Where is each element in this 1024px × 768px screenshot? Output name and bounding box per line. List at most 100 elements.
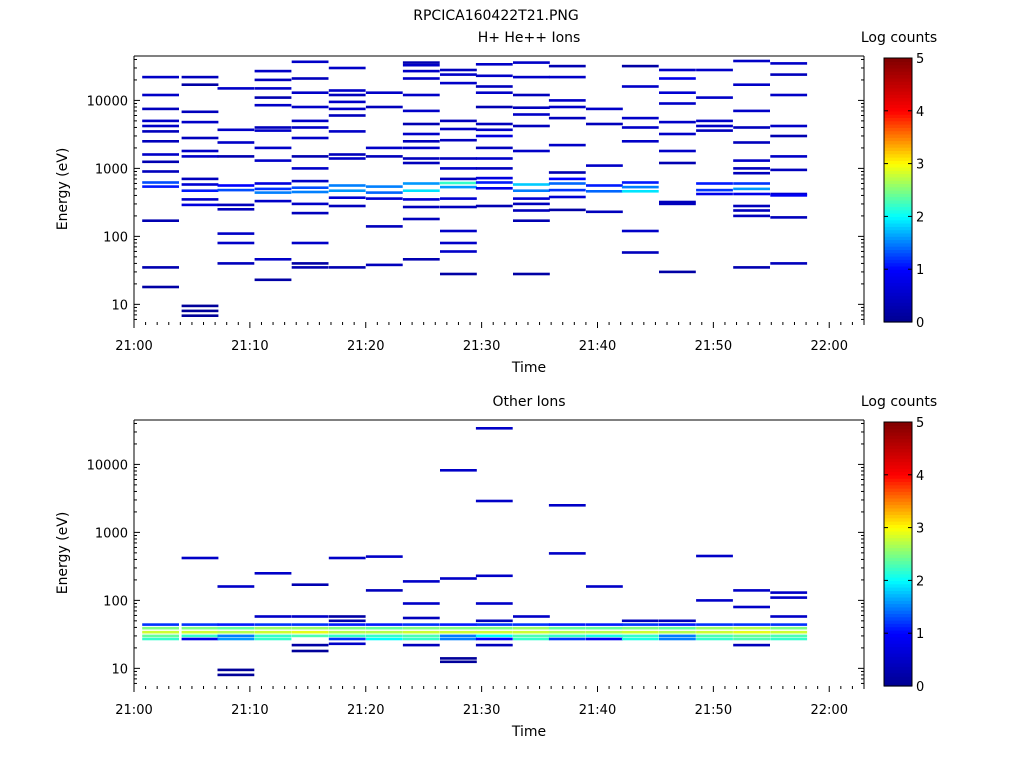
heatmap-cell: [217, 184, 255, 187]
heatmap-cell: [254, 630, 292, 634]
heatmap-cell: [142, 107, 179, 111]
colorbar-segment: [884, 223, 912, 227]
colorbar-tick-label: 0: [916, 680, 924, 695]
heatmap-cell: [475, 630, 513, 634]
heatmap-cell: [770, 134, 808, 138]
heatmap-cell: [586, 190, 623, 193]
y-tick-label: 100: [103, 230, 128, 245]
heatmap-cell: [402, 132, 440, 136]
heatmap-cell: [475, 128, 513, 132]
heatmap-cell: [254, 69, 292, 73]
heatmap-cell: [328, 619, 366, 623]
heatmap-cell: [328, 93, 366, 97]
panel-title: H+ He++ Ions: [478, 30, 581, 46]
heatmap-cell: [586, 626, 623, 630]
heatmap-cell: [365, 589, 403, 592]
heatmap-cell: [548, 182, 586, 185]
colorbar-segment: [884, 64, 912, 69]
x-tick-label: 21:50: [695, 339, 732, 354]
heatmap-cell: [475, 619, 513, 623]
heatmap-cell: [142, 623, 179, 626]
heatmap-cell: [142, 285, 179, 289]
colorbar-segment: [884, 567, 912, 572]
heatmap-cell: [254, 187, 292, 191]
heatmap-cell: [733, 126, 770, 129]
heatmap-cell: [217, 232, 255, 235]
heatmap-cell: [733, 634, 770, 638]
heatmap-cell: [254, 126, 292, 129]
heatmap-cell: [475, 167, 513, 170]
heatmap-cell: [548, 630, 586, 634]
heatmap-cell: [181, 83, 219, 86]
colorbar-segment: [884, 527, 912, 532]
heatmap-cell: [440, 119, 477, 123]
heatmap-cell: [291, 119, 329, 123]
heatmap-cell: [217, 188, 255, 192]
heatmap-cell: [217, 637, 255, 641]
heatmap-cell: [291, 211, 329, 215]
colorbar-segment: [884, 534, 912, 539]
colorbar-segment: [884, 272, 912, 277]
colorbar-segment: [884, 262, 912, 267]
colorbar-segment: [884, 428, 912, 433]
heatmap-cell: [770, 626, 808, 630]
heatmap-cell: [181, 198, 219, 201]
heatmap-cell: [291, 643, 329, 647]
colorbar-segment: [884, 140, 912, 145]
colorbar-segment: [884, 511, 912, 515]
colorbar-segment: [884, 206, 912, 211]
x-ticks: [133, 322, 865, 328]
heatmap-cell: [365, 555, 403, 558]
heatmap-cell: [181, 75, 219, 79]
heatmap-cell: [402, 161, 440, 165]
heatmap-cell: [365, 105, 403, 109]
heatmap-cell: [475, 105, 513, 109]
colorbar-segment: [884, 590, 912, 595]
colorbar-tick-label: 2: [916, 574, 924, 589]
heatmap-cell: [217, 141, 255, 144]
heatmap-cell: [365, 146, 403, 150]
heatmap-cell: [475, 122, 513, 126]
colorbar-segment: [884, 653, 912, 657]
heatmap-cell: [142, 124, 179, 128]
colorbar-segment: [884, 524, 912, 529]
heatmap-cell: [659, 619, 696, 623]
heatmap-cell: [770, 262, 808, 265]
colorbar-segment: [884, 94, 912, 99]
heatmap-cell: [254, 87, 292, 90]
heatmap-cell: [291, 623, 329, 626]
colorbar-segment: [884, 616, 912, 621]
heatmap-cell: [548, 552, 586, 555]
colorbar-segment: [884, 236, 912, 241]
heatmap-cell: [475, 643, 513, 647]
heatmap-cell: [733, 637, 770, 641]
heatmap-cell: [513, 202, 550, 206]
colorbar-segment: [884, 289, 912, 293]
y-tick-label: 100: [103, 594, 128, 609]
colorbar-segment: [884, 252, 912, 257]
heatmap-cell: [365, 623, 403, 626]
heatmap-cell: [770, 155, 808, 158]
colorbar-segment: [884, 633, 912, 638]
colorbar-segment: [884, 676, 912, 680]
colorbar-segment: [884, 554, 912, 558]
colorbar-segment: [884, 91, 912, 95]
heatmap-cell: [513, 272, 550, 276]
heatmap-cell: [659, 202, 696, 206]
heatmap-cell: [217, 585, 255, 588]
colorbar-segment: [884, 213, 912, 217]
heatmap-cell: [548, 504, 586, 507]
heatmap-cell: [402, 205, 440, 209]
heatmap-cell: [696, 68, 733, 72]
colorbar-segment: [884, 203, 912, 208]
heatmap-cell: [291, 167, 329, 170]
heatmap-cell: [181, 634, 219, 638]
colorbar-segment: [884, 580, 912, 585]
heatmap-cells: [142, 59, 808, 317]
x-tick-label: 21:20: [347, 703, 384, 718]
heatmap-cell: [291, 186, 329, 189]
colorbar-segment: [884, 74, 912, 79]
colorbar-segment: [884, 455, 912, 459]
colorbar-segment: [884, 183, 912, 188]
colorbar-segment: [884, 593, 912, 598]
